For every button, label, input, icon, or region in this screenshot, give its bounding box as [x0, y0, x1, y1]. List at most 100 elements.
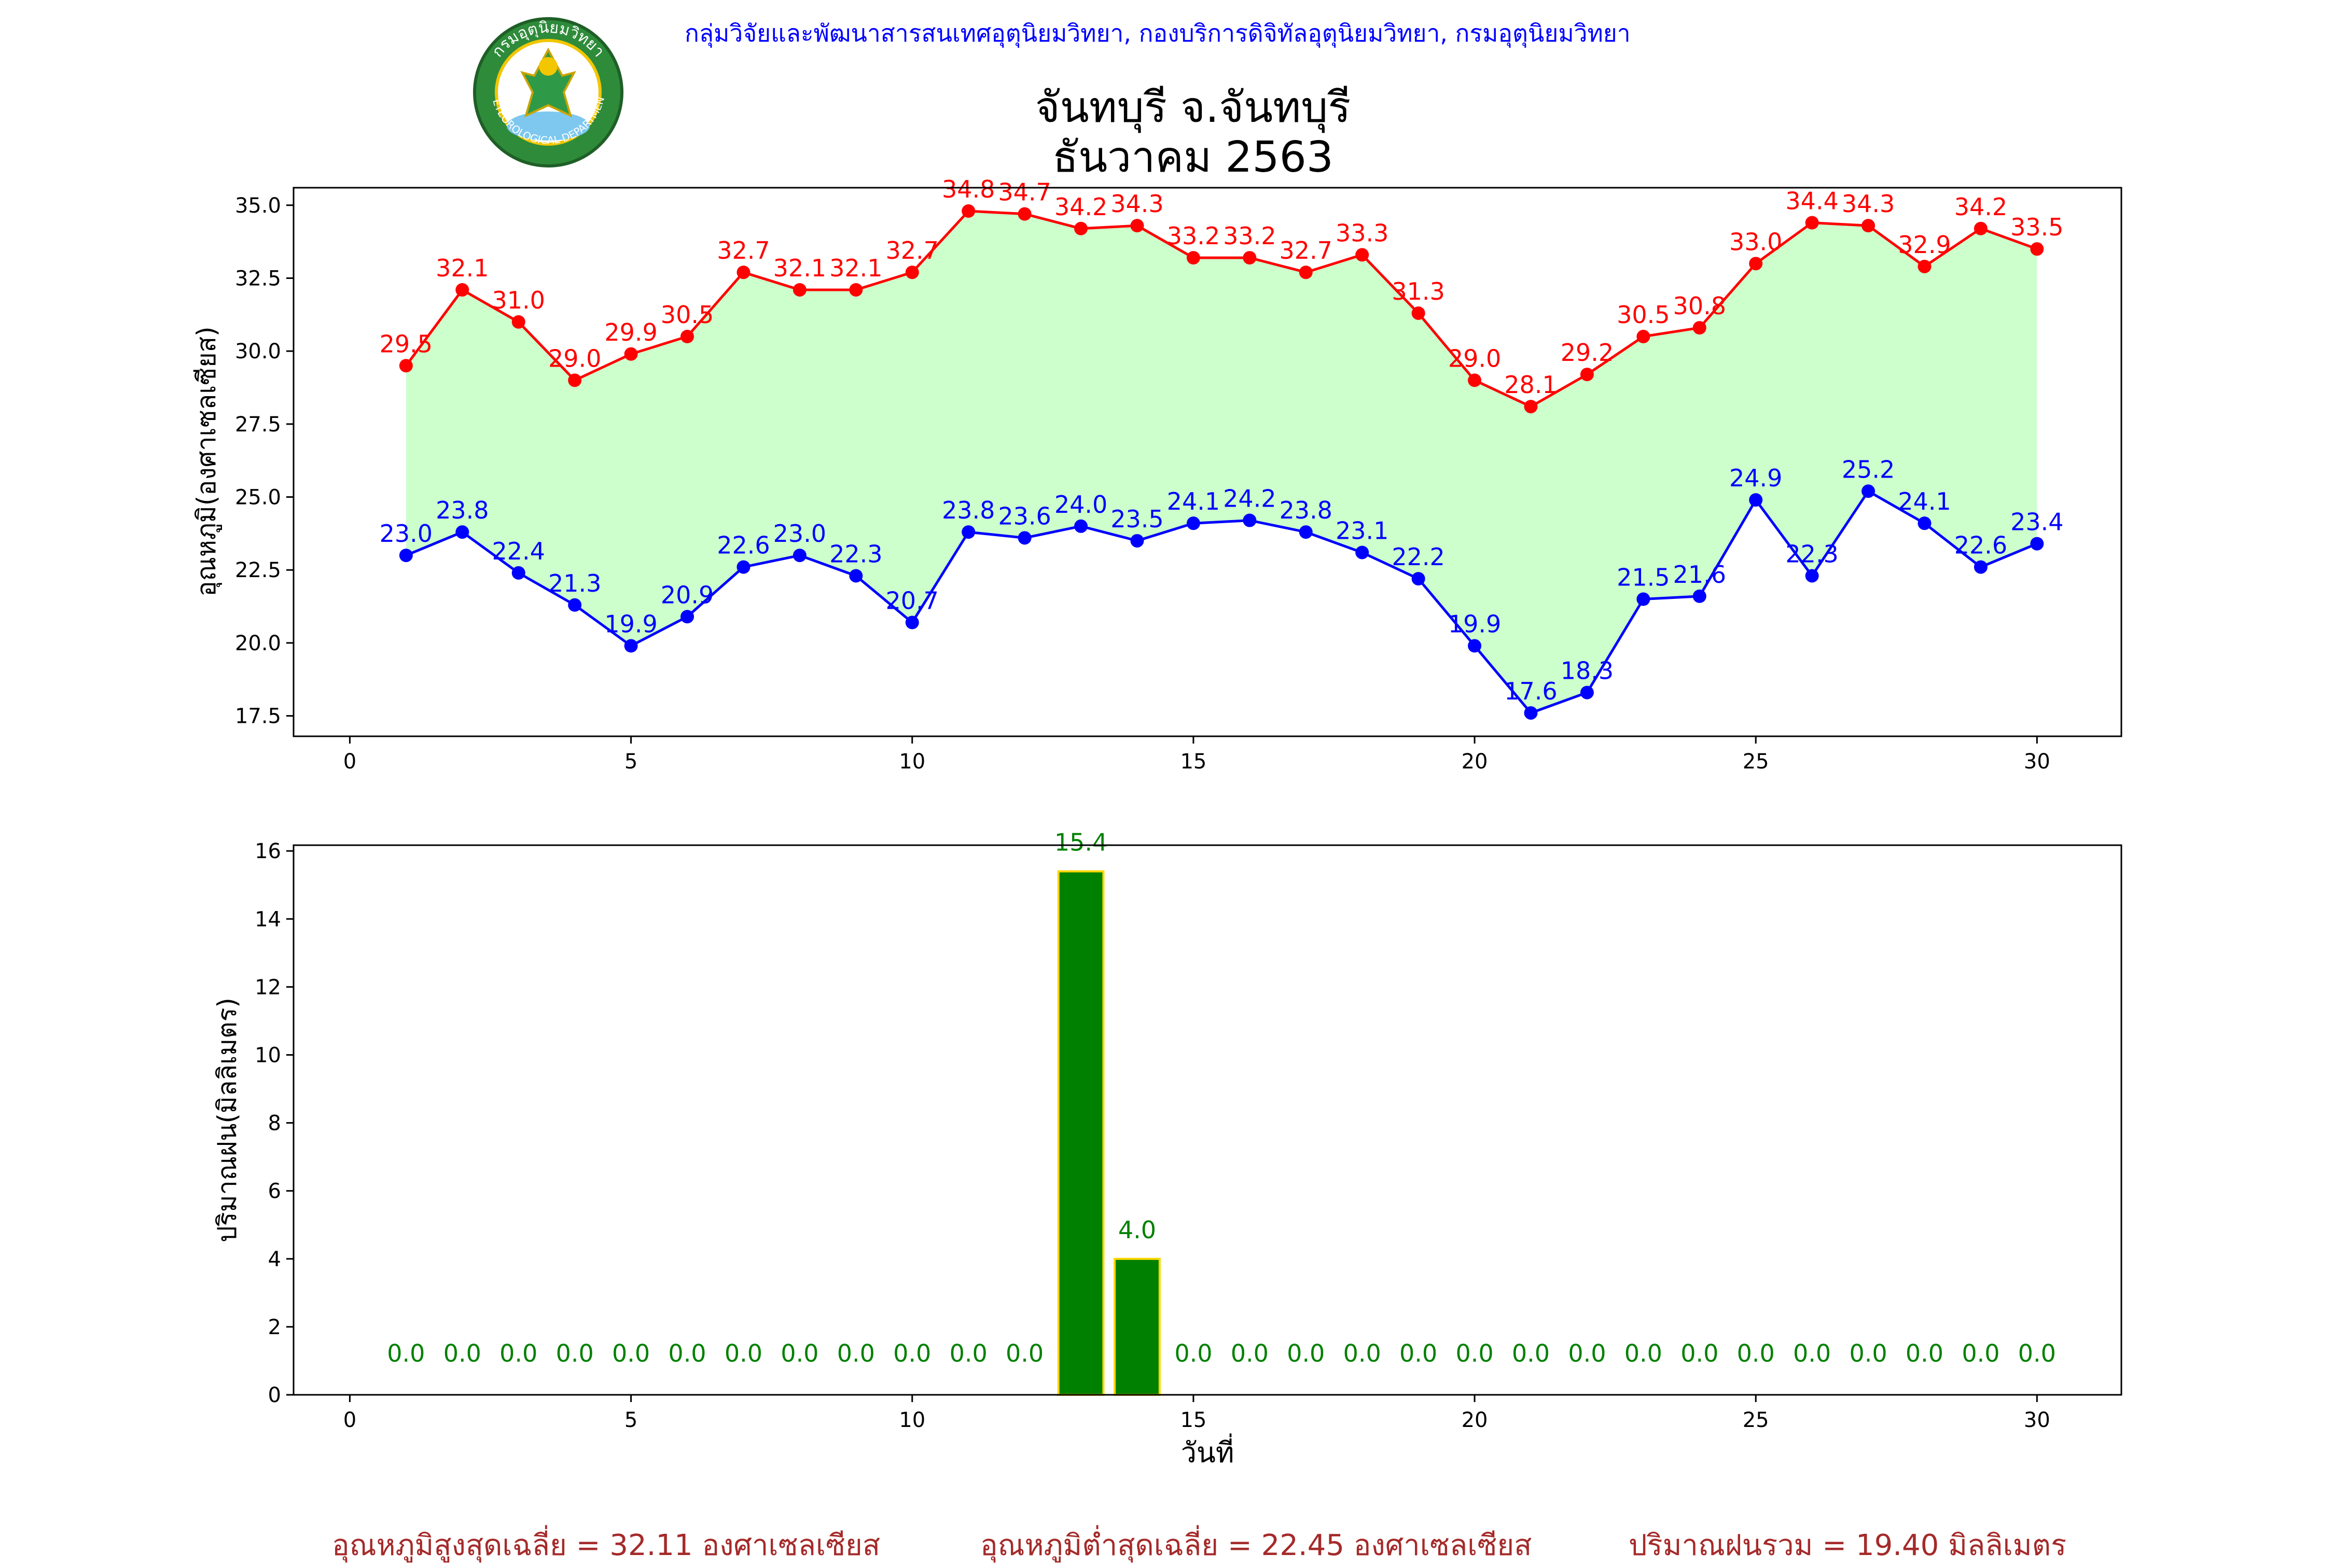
tmax-data-label: 31.0 — [492, 286, 545, 314]
rain-data-label: 0.0 — [1455, 1339, 1493, 1367]
temperature-x-tick-label: 5 — [624, 750, 637, 774]
tmax-data-label: 33.2 — [1167, 222, 1220, 250]
temperature-x-tick-label: 10 — [899, 750, 925, 774]
tmin-point — [1692, 589, 1706, 603]
tmin-data-label: 24.1 — [1167, 487, 1220, 515]
rain-data-label: 0.0 — [1906, 1339, 1943, 1367]
tmin-point — [849, 569, 863, 583]
tmin-point — [1355, 545, 1369, 559]
tmax-data-label: 33.2 — [1223, 222, 1276, 250]
rain-data-label: 0.0 — [668, 1339, 706, 1367]
tmin-data-label: 24.0 — [1054, 491, 1107, 519]
tmin-point — [905, 615, 919, 629]
tmax-data-label: 34.8 — [942, 175, 995, 203]
tmin-point — [568, 598, 582, 612]
tmin-point — [1749, 493, 1763, 507]
tmax-point — [1749, 257, 1763, 271]
header-credit: กลุ่มวิจัยและพัฒนาสารสนเทศอุตุนิยมวิทยา,… — [685, 19, 1631, 47]
temperature-y-axis-label: อุณหภูมิ(องศาเซลเซียส) — [191, 326, 222, 596]
summary-rain-total: ปริมาณฝนรวม = 19.40 มิลลิเมตร — [1629, 1529, 2067, 1562]
tmax-point — [1411, 306, 1425, 320]
tmin-point — [1918, 516, 1932, 530]
tmin-data-label: 23.8 — [1280, 496, 1332, 524]
rain-data-label: 0.0 — [1962, 1339, 1999, 1367]
summary-tmin-average: อุณหภูมิต่ำสุดเฉลี่ย = 22.45 องศาเซลเซีย… — [980, 1529, 1532, 1562]
tmax-data-label: 32.7 — [717, 236, 770, 264]
tmax-point — [1355, 248, 1369, 262]
tmax-data-label: 29.9 — [604, 318, 657, 346]
tmin-point — [1805, 569, 1819, 583]
rain-data-label: 4.0 — [1118, 1216, 1156, 1244]
tmax-data-label: 32.1 — [829, 254, 882, 282]
tmin-data-label: 21.3 — [548, 569, 601, 597]
tmax-point — [1974, 221, 1988, 235]
tmax-point — [1186, 251, 1200, 265]
tmin-point — [1243, 513, 1257, 527]
rain-data-label: 0.0 — [556, 1339, 594, 1367]
tmax-line — [405, 209, 2038, 408]
tmin-data-label: 20.9 — [661, 581, 714, 609]
temperature-y-tick-label: 35.0 — [235, 194, 281, 218]
rain-data-label: 0.0 — [1680, 1339, 1718, 1367]
tmin-data-label: 19.9 — [1448, 610, 1501, 638]
rainfall-y-tick-label: 12 — [255, 975, 281, 999]
rain-data-label: 0.0 — [1737, 1339, 1775, 1367]
temperature-chart: 29.532.131.029.029.930.532.732.1 32.132.7… — [191, 175, 2122, 774]
tmin-point — [1018, 531, 1032, 545]
tmax-point — [1018, 207, 1032, 221]
rain-data-label: 0.0 — [1174, 1339, 1212, 1367]
tmin-point — [1524, 706, 1538, 720]
rainfall-x-tick-label: 5 — [624, 1408, 637, 1432]
rain-data-label: 0.0 — [893, 1339, 931, 1367]
tmax-data-label: 32.1 — [773, 254, 826, 282]
rain-data-label: 0.0 — [387, 1339, 425, 1367]
tmax-data-label: 30.8 — [1673, 292, 1726, 320]
rainfall-y-tick-label: 14 — [255, 907, 281, 931]
rainfall-y-tick-label: 2 — [268, 1315, 281, 1339]
rainfall-x-tick-label: 20 — [1462, 1408, 1488, 1432]
tmax-data-label: 32.9 — [1898, 231, 1951, 259]
tmin-data-label: 23.1 — [1336, 516, 1388, 544]
tmax-data-label: 33.5 — [2010, 213, 2063, 241]
rain-data-label: 0.0 — [1849, 1339, 1887, 1367]
rainfall-chart: 0.0 0.0 0.0 0.0 0.0 0.0 0.0 0.0 0.0 0.0 0.0 0.0 15.4… — [212, 828, 2122, 1469]
rain-data-label: 0.0 — [1231, 1339, 1269, 1367]
tmin-data-label: 24.2 — [1223, 485, 1276, 513]
tmin-point — [793, 549, 807, 563]
rain-data-label: 0.0 — [1624, 1339, 1662, 1367]
tmin-data-label: 20.7 — [886, 587, 939, 615]
rain-data-label: 0.0 — [837, 1339, 875, 1367]
tmax-data-label: 31.3 — [1392, 277, 1444, 305]
rainfall-y-tick-label: 6 — [268, 1180, 281, 1203]
rain-data-label: 15.4 — [1054, 828, 1107, 856]
tmin-point — [1636, 592, 1650, 606]
tmax-point — [568, 373, 582, 387]
chart-title-station: จันทบุรี จ.จันทบุรี — [1035, 83, 1351, 132]
tmin-point — [1861, 484, 1875, 498]
tmin-data-label: 23.6 — [998, 502, 1051, 530]
tmax-point — [1805, 216, 1819, 230]
tmax-data-label: 29.2 — [1561, 339, 1614, 367]
rain-data-label: 0.0 — [1512, 1339, 1550, 1367]
tmin-data-label: 22.4 — [492, 537, 545, 565]
rainfall-y-tick-label: 0 — [268, 1383, 281, 1407]
tmin-data-label: 18.3 — [1561, 657, 1614, 685]
tmax-data-label: 33.3 — [1336, 219, 1388, 247]
tmin-data-label: 17.6 — [1504, 677, 1557, 705]
tmax-point — [455, 283, 469, 297]
rainfall-y-tick-label: 4 — [268, 1248, 281, 1271]
tmin-point — [511, 566, 525, 580]
temperature-y-tick-label: 25.0 — [235, 486, 281, 510]
rain-data-label: 0.0 — [1793, 1339, 1831, 1367]
tmax-data-label: 32.7 — [886, 236, 939, 264]
summary-tmax-average: อุณหภูมิสูงสุดเฉลี่ย = 32.11 องศาเซลเซีย… — [332, 1529, 881, 1562]
tmin-data-label: 22.2 — [1392, 543, 1444, 571]
tmax-data-label: 34.4 — [1785, 187, 1838, 215]
tmax-point — [1524, 400, 1538, 414]
tmin-data-label: 23.8 — [942, 496, 995, 524]
tmax-data-label: 34.3 — [1842, 190, 1895, 218]
tmin-point — [455, 525, 469, 539]
tmin-data-label: 23.8 — [436, 496, 489, 524]
tmax-point — [2030, 242, 2044, 256]
tmax-point — [1636, 330, 1650, 344]
